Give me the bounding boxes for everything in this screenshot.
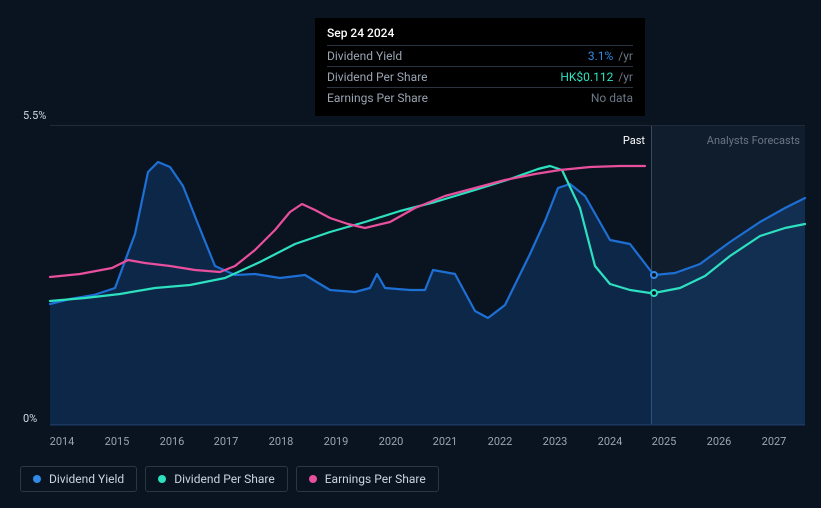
x-tick: 2024 xyxy=(598,435,623,448)
chart-tooltip: Sep 24 2024 Dividend Yield3.1% /yrDivide… xyxy=(315,18,645,116)
tooltip-date: Sep 24 2024 xyxy=(327,26,633,45)
plot-area[interactable]: Past Analysts Forecasts xyxy=(50,125,805,425)
x-tick: 2021 xyxy=(433,435,458,448)
dividend-chart: 5.5% 0% Past Analysts Forecasts 20142015… xyxy=(20,105,805,425)
tooltip-row: Dividend Per Share HK$0.112 /yr xyxy=(327,66,633,87)
x-tick: 2014 xyxy=(50,435,75,448)
legend-item[interactable]: Dividend Yield xyxy=(20,466,137,492)
x-tick: 2026 xyxy=(707,435,732,448)
x-tick: 2017 xyxy=(214,435,239,448)
x-tick: 2022 xyxy=(488,435,513,448)
x-tick: 2023 xyxy=(543,435,568,448)
x-tick: 2025 xyxy=(652,435,677,448)
tooltip-metric-label: Dividend Yield xyxy=(327,49,402,63)
tooltip-row: Earnings Per Share No data xyxy=(327,87,633,108)
x-tick: 2027 xyxy=(762,435,787,448)
tooltip-row: Dividend Yield 3.1% /yr xyxy=(327,45,633,66)
x-tick: 2015 xyxy=(105,435,130,448)
legend: Dividend Yield Dividend Per Share Earnings… xyxy=(20,466,439,492)
legend-dot-icon xyxy=(309,475,317,483)
y-axis-min: 0% xyxy=(23,412,37,425)
tooltip-metric-value: HK$0.112 /yr xyxy=(560,70,633,84)
legend-item[interactable]: Dividend Per Share xyxy=(145,466,288,492)
x-tick: 2018 xyxy=(269,435,294,448)
tooltip-metric-value: 3.1% /yr xyxy=(588,49,633,63)
tooltip-metric-label: Dividend Per Share xyxy=(327,70,428,84)
x-axis: 2014 2015 2016 2017 2018 2019 2020 2021 2022 2023… xyxy=(50,435,805,455)
legend-item[interactable]: Earnings Per Share xyxy=(296,466,439,492)
y-axis-max: 5.5% xyxy=(23,109,46,122)
legend-label: Dividend Yield xyxy=(49,472,124,486)
series-marker xyxy=(650,289,658,297)
x-tick: 2016 xyxy=(160,435,185,448)
x-tick: 2019 xyxy=(324,435,349,448)
legend-dot-icon xyxy=(158,475,166,483)
legend-label: Dividend Per Share xyxy=(174,472,275,486)
tooltip-metric-value: No data xyxy=(591,91,633,105)
legend-label: Earnings Per Share xyxy=(325,472,426,486)
tooltip-metric-label: Earnings Per Share xyxy=(327,91,428,105)
x-tick: 2020 xyxy=(379,435,404,448)
chart-lines xyxy=(50,126,805,426)
legend-dot-icon xyxy=(33,475,41,483)
series-marker xyxy=(650,271,658,279)
